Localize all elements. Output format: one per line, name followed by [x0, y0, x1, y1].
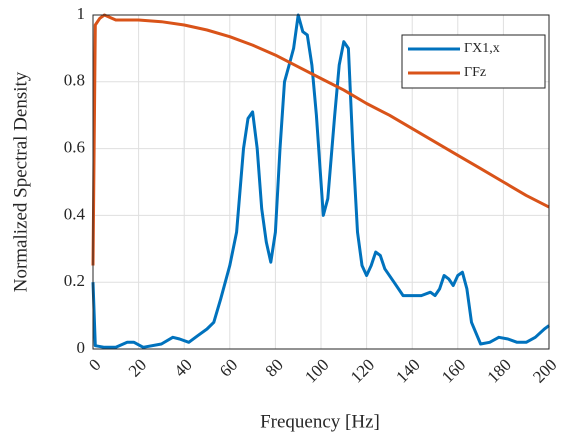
y-tick-label: 0.8 — [64, 71, 85, 90]
x-tick-label: 180 — [484, 355, 515, 386]
x-tick-label: 120 — [347, 355, 378, 386]
x-tick-label: 60 — [216, 355, 241, 380]
y-tick-label: 1 — [77, 4, 86, 23]
x-axis-label: Frequency [Hz] — [260, 411, 380, 432]
legend-label: ΓFz — [464, 65, 486, 80]
x-tick-label: 100 — [301, 355, 332, 386]
y-tick-label: 0.6 — [64, 138, 85, 157]
legend: ΓX1,x ΓFz — [401, 34, 546, 89]
plot-frame — [92, 14, 550, 350]
y-tick-label: 0 — [77, 338, 86, 357]
x-tick-label: 0 — [85, 355, 104, 374]
x-tick-label: 20 — [125, 355, 150, 380]
legend-label: ΓX1,x — [464, 41, 500, 56]
x-tick-label: 160 — [438, 355, 469, 386]
series-line — [91, 13, 550, 266]
x-tick-label: 140 — [392, 355, 423, 386]
legend-box — [401, 34, 546, 89]
x-tick-label: 200 — [529, 355, 560, 386]
series-line — [91, 13, 550, 349]
x-tick-label: 80 — [262, 355, 287, 380]
y-tick-label: 0.4 — [64, 204, 86, 223]
y-tick-label: 0.2 — [64, 271, 85, 290]
y-axis-label: Normalized Spectral Density — [10, 71, 31, 292]
x-tick-label: 40 — [170, 355, 195, 380]
